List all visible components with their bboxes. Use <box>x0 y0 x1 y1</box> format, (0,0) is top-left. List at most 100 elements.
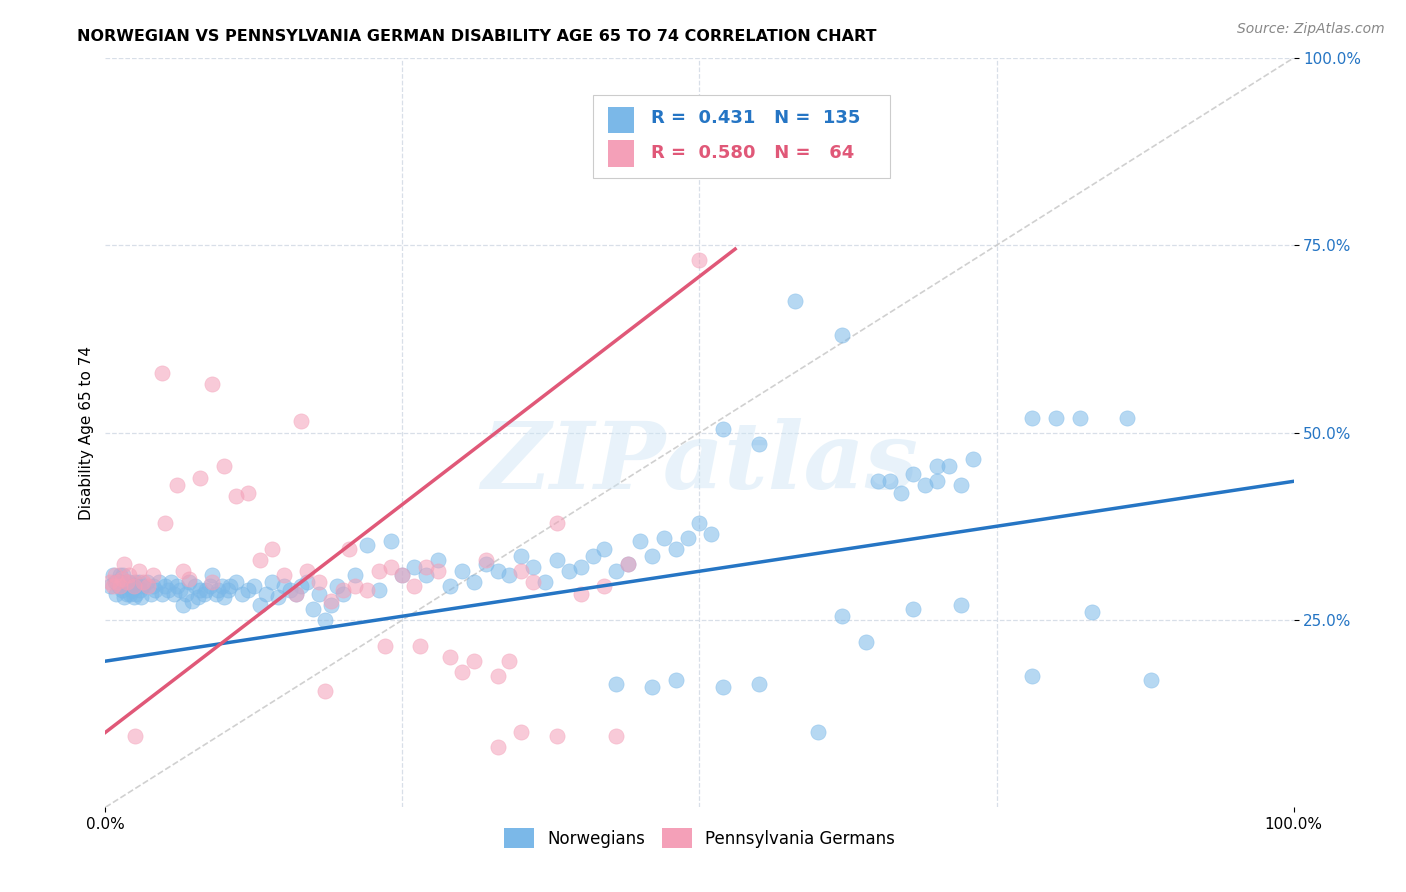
Point <box>510 564 533 578</box>
Point <box>108 579 131 593</box>
Point <box>193 587 215 601</box>
Point <box>427 564 450 578</box>
Point <box>111 572 134 586</box>
Point <box>121 579 143 593</box>
Point <box>132 579 155 593</box>
Point <box>112 568 135 582</box>
Point <box>689 253 711 268</box>
Point <box>617 557 640 571</box>
Point <box>415 568 437 582</box>
Point <box>249 553 271 567</box>
Point <box>114 557 136 571</box>
Point <box>284 587 307 601</box>
Point <box>404 560 426 574</box>
Point <box>290 579 312 593</box>
Point <box>700 526 723 541</box>
Point <box>534 575 557 590</box>
Point <box>343 568 366 582</box>
Point <box>273 568 295 582</box>
Point <box>127 579 149 593</box>
Point <box>374 639 396 653</box>
Point <box>866 475 889 489</box>
Y-axis label: Disability Age 65 to 74: Disability Age 65 to 74 <box>79 345 94 520</box>
Point <box>831 328 853 343</box>
Point <box>831 609 853 624</box>
Point <box>569 560 592 574</box>
Point <box>110 575 132 590</box>
Point <box>807 725 830 739</box>
Point <box>128 564 150 578</box>
Point <box>201 376 224 391</box>
Point <box>1021 669 1043 683</box>
Point <box>157 582 180 597</box>
Point <box>427 553 450 567</box>
Point <box>641 681 664 695</box>
Point <box>903 467 925 481</box>
Point <box>308 575 330 590</box>
Point <box>104 575 127 590</box>
Point <box>1116 410 1139 425</box>
Point <box>284 587 307 601</box>
Point <box>652 531 675 545</box>
Point <box>201 568 224 582</box>
Point <box>142 568 165 582</box>
Point <box>665 673 688 687</box>
Point <box>1069 410 1091 425</box>
Point <box>367 564 389 578</box>
Point <box>641 549 664 564</box>
Point <box>522 575 544 590</box>
Text: NORWEGIAN VS PENNSYLVANIA GERMAN DISABILITY AGE 65 TO 74 CORRELATION CHART: NORWEGIAN VS PENNSYLVANIA GERMAN DISABIL… <box>77 29 877 44</box>
Point <box>136 575 159 590</box>
Point <box>343 579 366 593</box>
Point <box>198 579 221 593</box>
Point <box>855 635 877 649</box>
Point <box>380 534 402 549</box>
Point <box>211 579 233 593</box>
FancyBboxPatch shape <box>607 140 634 167</box>
Point <box>522 560 544 574</box>
Point <box>254 587 277 601</box>
Point <box>249 598 271 612</box>
Point <box>101 579 124 593</box>
Point <box>124 729 146 743</box>
Text: ZIPatlas: ZIPatlas <box>481 417 918 508</box>
Point <box>332 587 354 601</box>
Point <box>115 575 138 590</box>
Point <box>243 579 266 593</box>
Point <box>152 366 174 380</box>
Point <box>183 579 205 593</box>
Point <box>510 725 533 739</box>
Point <box>308 587 330 601</box>
Point <box>689 516 711 530</box>
Point <box>187 591 209 605</box>
Point <box>711 422 734 436</box>
Point <box>177 575 200 590</box>
Point <box>605 676 627 690</box>
Point <box>214 459 236 474</box>
Point <box>890 485 912 500</box>
Point <box>593 579 616 593</box>
Point <box>498 568 520 582</box>
Point <box>439 650 461 665</box>
Point <box>474 553 496 567</box>
Point <box>314 684 336 698</box>
Point <box>463 654 485 668</box>
Point <box>949 598 972 612</box>
Point <box>1080 606 1102 620</box>
Point <box>450 564 472 578</box>
Point <box>190 470 212 484</box>
Point <box>101 568 124 582</box>
Point <box>676 531 699 545</box>
Point <box>120 587 142 601</box>
Point <box>367 582 389 597</box>
Point <box>356 582 378 597</box>
Point <box>225 489 247 503</box>
Point <box>122 579 145 593</box>
Point <box>903 601 925 615</box>
Point <box>214 591 236 605</box>
Point <box>163 587 186 601</box>
Point <box>181 594 204 608</box>
Point <box>332 582 354 597</box>
Point <box>219 579 242 593</box>
Point <box>129 591 152 605</box>
